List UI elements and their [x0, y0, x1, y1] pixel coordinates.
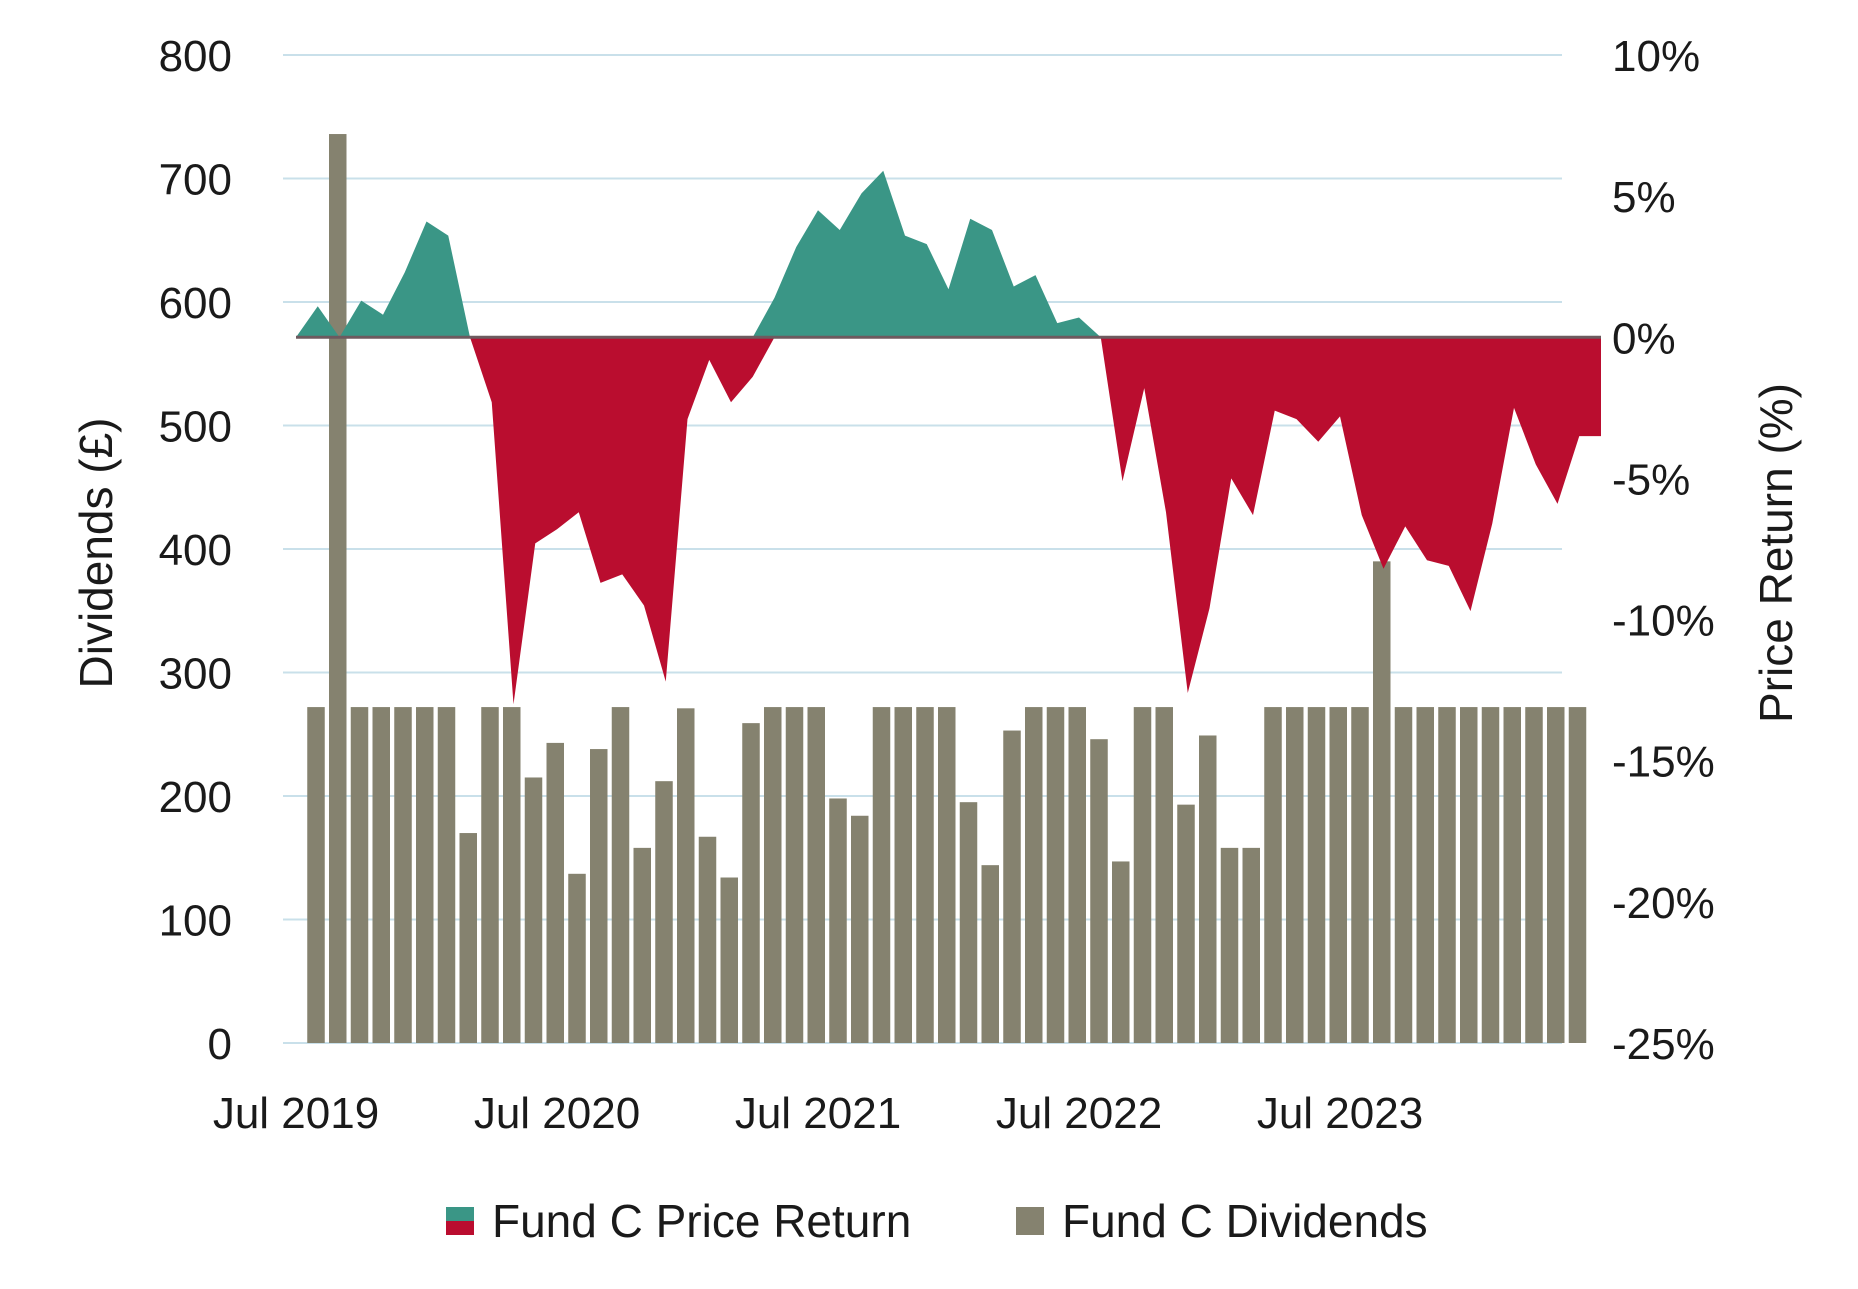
dividend-bar: [1286, 707, 1304, 1043]
dividend-bar: [1199, 735, 1217, 1043]
right-tick-label: -20%: [1612, 879, 1715, 928]
dividend-bar: [1025, 707, 1043, 1043]
dividend-bar: [1329, 707, 1347, 1043]
dividend-bar: [829, 798, 847, 1043]
left-tick-label: 300: [159, 650, 232, 699]
right-axis-title: Price Return (%): [1750, 383, 1802, 723]
x-axis-ticks: Jul 2019 Jul 2020 Jul 2021 Jul 2022 Jul 2023: [213, 1089, 1423, 1138]
price-return-negative-area: [296, 337, 1601, 705]
left-tick-label: 600: [159, 279, 232, 328]
right-tick-label: -5%: [1612, 455, 1690, 504]
dividend-bar: [1547, 707, 1565, 1043]
right-tick-label: 5%: [1612, 173, 1676, 222]
right-tick-label: 0%: [1612, 314, 1676, 363]
dividend-bar: [307, 707, 325, 1043]
dividend-bar: [938, 707, 956, 1043]
legend-item-dividends: Fund C Dividends: [1016, 1195, 1428, 1247]
legend-label-price-return: Fund C Price Return: [492, 1195, 911, 1247]
dividend-bar: [677, 708, 695, 1043]
dividend-bar: [459, 833, 477, 1043]
x-tick-label: Jul 2021: [735, 1089, 901, 1138]
dividend-bar: [329, 134, 347, 1044]
dividend-bar: [1481, 707, 1500, 1043]
dividend-bar: [1568, 707, 1587, 1043]
dividend-bars: [307, 134, 1587, 1044]
dividend-bar: [1416, 707, 1434, 1043]
legend: Fund C Price Return Fund C Dividends: [446, 1195, 1428, 1247]
dividend-bar: [1242, 847, 1260, 1043]
x-tick-label: Jul 2023: [1257, 1089, 1423, 1138]
dividend-bar: [1133, 707, 1152, 1043]
right-axis-ticks: -25% -20% -15% -10% -5% 0% 5% 10%: [1612, 32, 1715, 1069]
price-return-area: [296, 170, 1601, 705]
dividend-bar: [894, 707, 912, 1043]
dividend-bar: [1503, 707, 1521, 1043]
dividend-bar: [916, 707, 934, 1043]
dividend-bar: [1394, 707, 1413, 1043]
dividend-bar: [1264, 707, 1282, 1043]
dividend-bar: [437, 707, 456, 1043]
left-tick-label: 100: [159, 897, 232, 946]
dividend-bar: [503, 707, 521, 1043]
x-tick-label: Jul 2020: [474, 1089, 640, 1138]
left-axis-title: Dividends (£): [70, 418, 122, 689]
dividend-bar: [1068, 707, 1086, 1043]
legend-label-dividends: Fund C Dividends: [1062, 1195, 1428, 1247]
dividend-bar: [350, 707, 369, 1043]
dividend-bar: [394, 707, 412, 1043]
dividend-bar: [1438, 707, 1456, 1043]
price-return-positive-area: [296, 170, 1601, 338]
dividend-bar: [655, 781, 673, 1043]
dividend-bar: [1460, 707, 1478, 1043]
x-tick-label: Jul 2019: [213, 1089, 379, 1138]
dividend-bar: [742, 723, 760, 1043]
dividend-bar: [1112, 861, 1130, 1043]
right-tick-label: -25%: [1612, 1020, 1715, 1069]
dividend-bar: [416, 707, 434, 1043]
dividend-bar: [698, 836, 717, 1043]
left-tick-label: 800: [159, 32, 232, 81]
dividend-bar: [568, 873, 586, 1043]
right-tick-label: -15%: [1612, 738, 1715, 787]
dividend-bar: [633, 847, 651, 1043]
x-tick-label: Jul 2022: [996, 1089, 1162, 1138]
left-tick-label: 400: [159, 526, 232, 575]
dividend-bar: [1155, 707, 1173, 1043]
dividend-bar: [1177, 804, 1195, 1043]
dividend-bar: [524, 777, 543, 1043]
left-tick-label: 200: [159, 773, 232, 822]
legend-item-price-return: Fund C Price Return: [446, 1195, 911, 1247]
dividend-bar: [959, 802, 978, 1043]
dividend-bar: [1090, 739, 1108, 1043]
dividend-bar: [1373, 561, 1391, 1043]
dividend-bar: [546, 742, 564, 1043]
dividend-bar: [872, 707, 891, 1043]
dividend-bar: [981, 865, 999, 1043]
right-tick-label: -10%: [1612, 597, 1715, 646]
left-tick-label: 700: [159, 156, 232, 205]
right-tick-label: 10%: [1612, 32, 1700, 81]
left-tick-label: 0: [208, 1020, 232, 1069]
dividend-bar: [1307, 707, 1326, 1043]
legend-swatch-dividends: [1016, 1207, 1044, 1235]
dividend-bar: [481, 707, 499, 1043]
dividend-bar: [1046, 707, 1065, 1043]
left-tick-label: 500: [159, 403, 232, 452]
legend-swatch-price-return-top: [446, 1207, 474, 1221]
dividend-bar: [372, 707, 390, 1043]
legend-swatch-price-return-bottom: [446, 1221, 474, 1235]
dividend-bar: [764, 707, 782, 1043]
dividend-bar: [1003, 730, 1021, 1043]
dividend-bar: [1525, 707, 1543, 1043]
dividend-bar: [590, 749, 608, 1043]
dividend-bar: [807, 707, 825, 1043]
dividend-bar: [1220, 847, 1239, 1043]
dividend-bar: [611, 707, 630, 1043]
left-axis-ticks: 0 100 200 300 400 500 600 700 800: [159, 32, 232, 1069]
dividend-bar: [851, 815, 869, 1043]
dividend-bar: [1351, 707, 1369, 1043]
dividend-bar: [720, 877, 738, 1043]
dividend-bar: [785, 707, 804, 1043]
